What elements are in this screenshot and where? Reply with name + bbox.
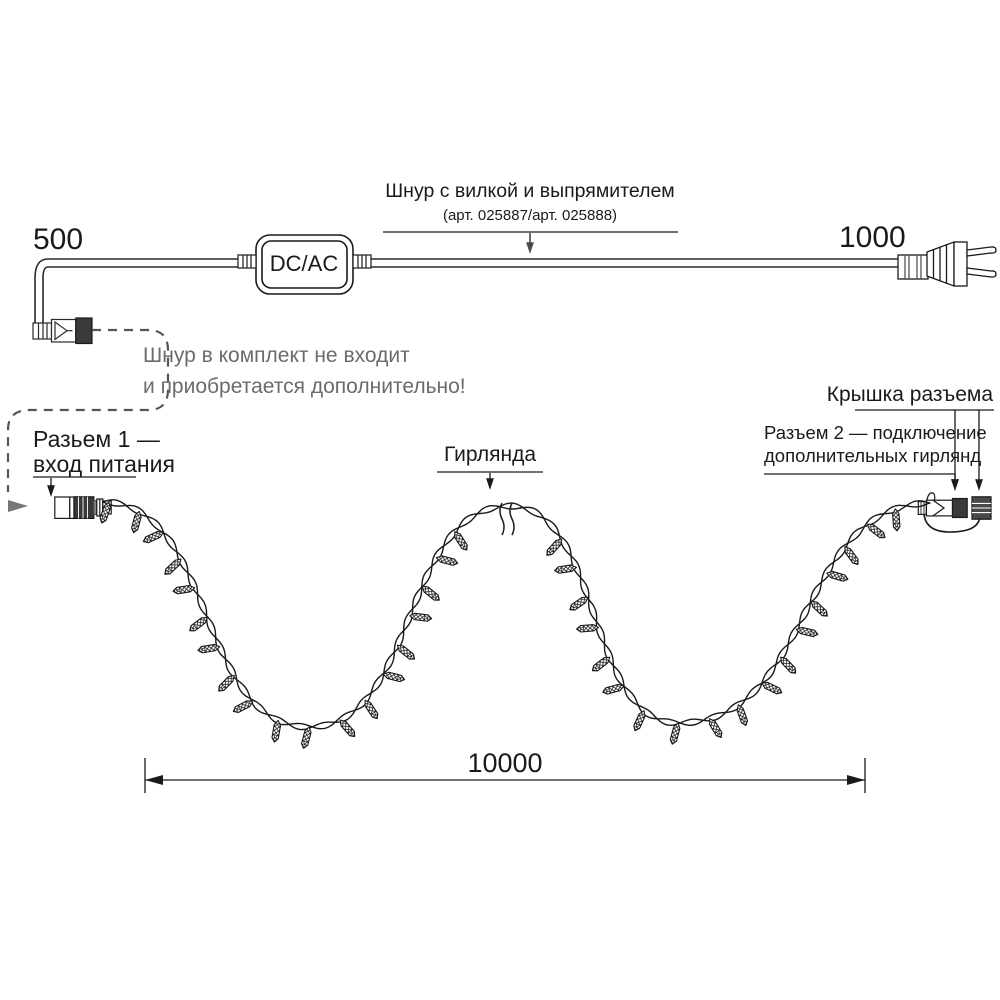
svg-text:DC/AC: DC/AC xyxy=(270,251,339,276)
svg-text:(арт. 025887/арт. 025888): (арт. 025887/арт. 025888) xyxy=(443,207,617,224)
svg-text:Разъем 2 — подключение: Разъем 2 — подключение xyxy=(764,422,987,443)
svg-text:500: 500 xyxy=(33,223,83,256)
svg-text:1000: 1000 xyxy=(839,221,906,254)
svg-text:вход питания: вход питания xyxy=(33,451,175,477)
svg-text:Гирлянда: Гирлянда xyxy=(444,443,536,466)
svg-text:Шнур с вилкой и выпрямителем: Шнур с вилкой и выпрямителем xyxy=(385,180,674,202)
svg-text:Разьем 1 —: Разьем 1 — xyxy=(33,426,160,452)
svg-text:10000: 10000 xyxy=(467,748,542,778)
svg-text:и приобретается дополнительно!: и приобретается дополнительно! xyxy=(143,375,466,398)
svg-text:Крышка разъема: Крышка разъема xyxy=(827,383,994,406)
svg-text:Шнур в комплект не входит: Шнур в комплект не входит xyxy=(143,344,410,367)
svg-text:дополнительных гирлянд: дополнительных гирлянд xyxy=(764,445,981,466)
